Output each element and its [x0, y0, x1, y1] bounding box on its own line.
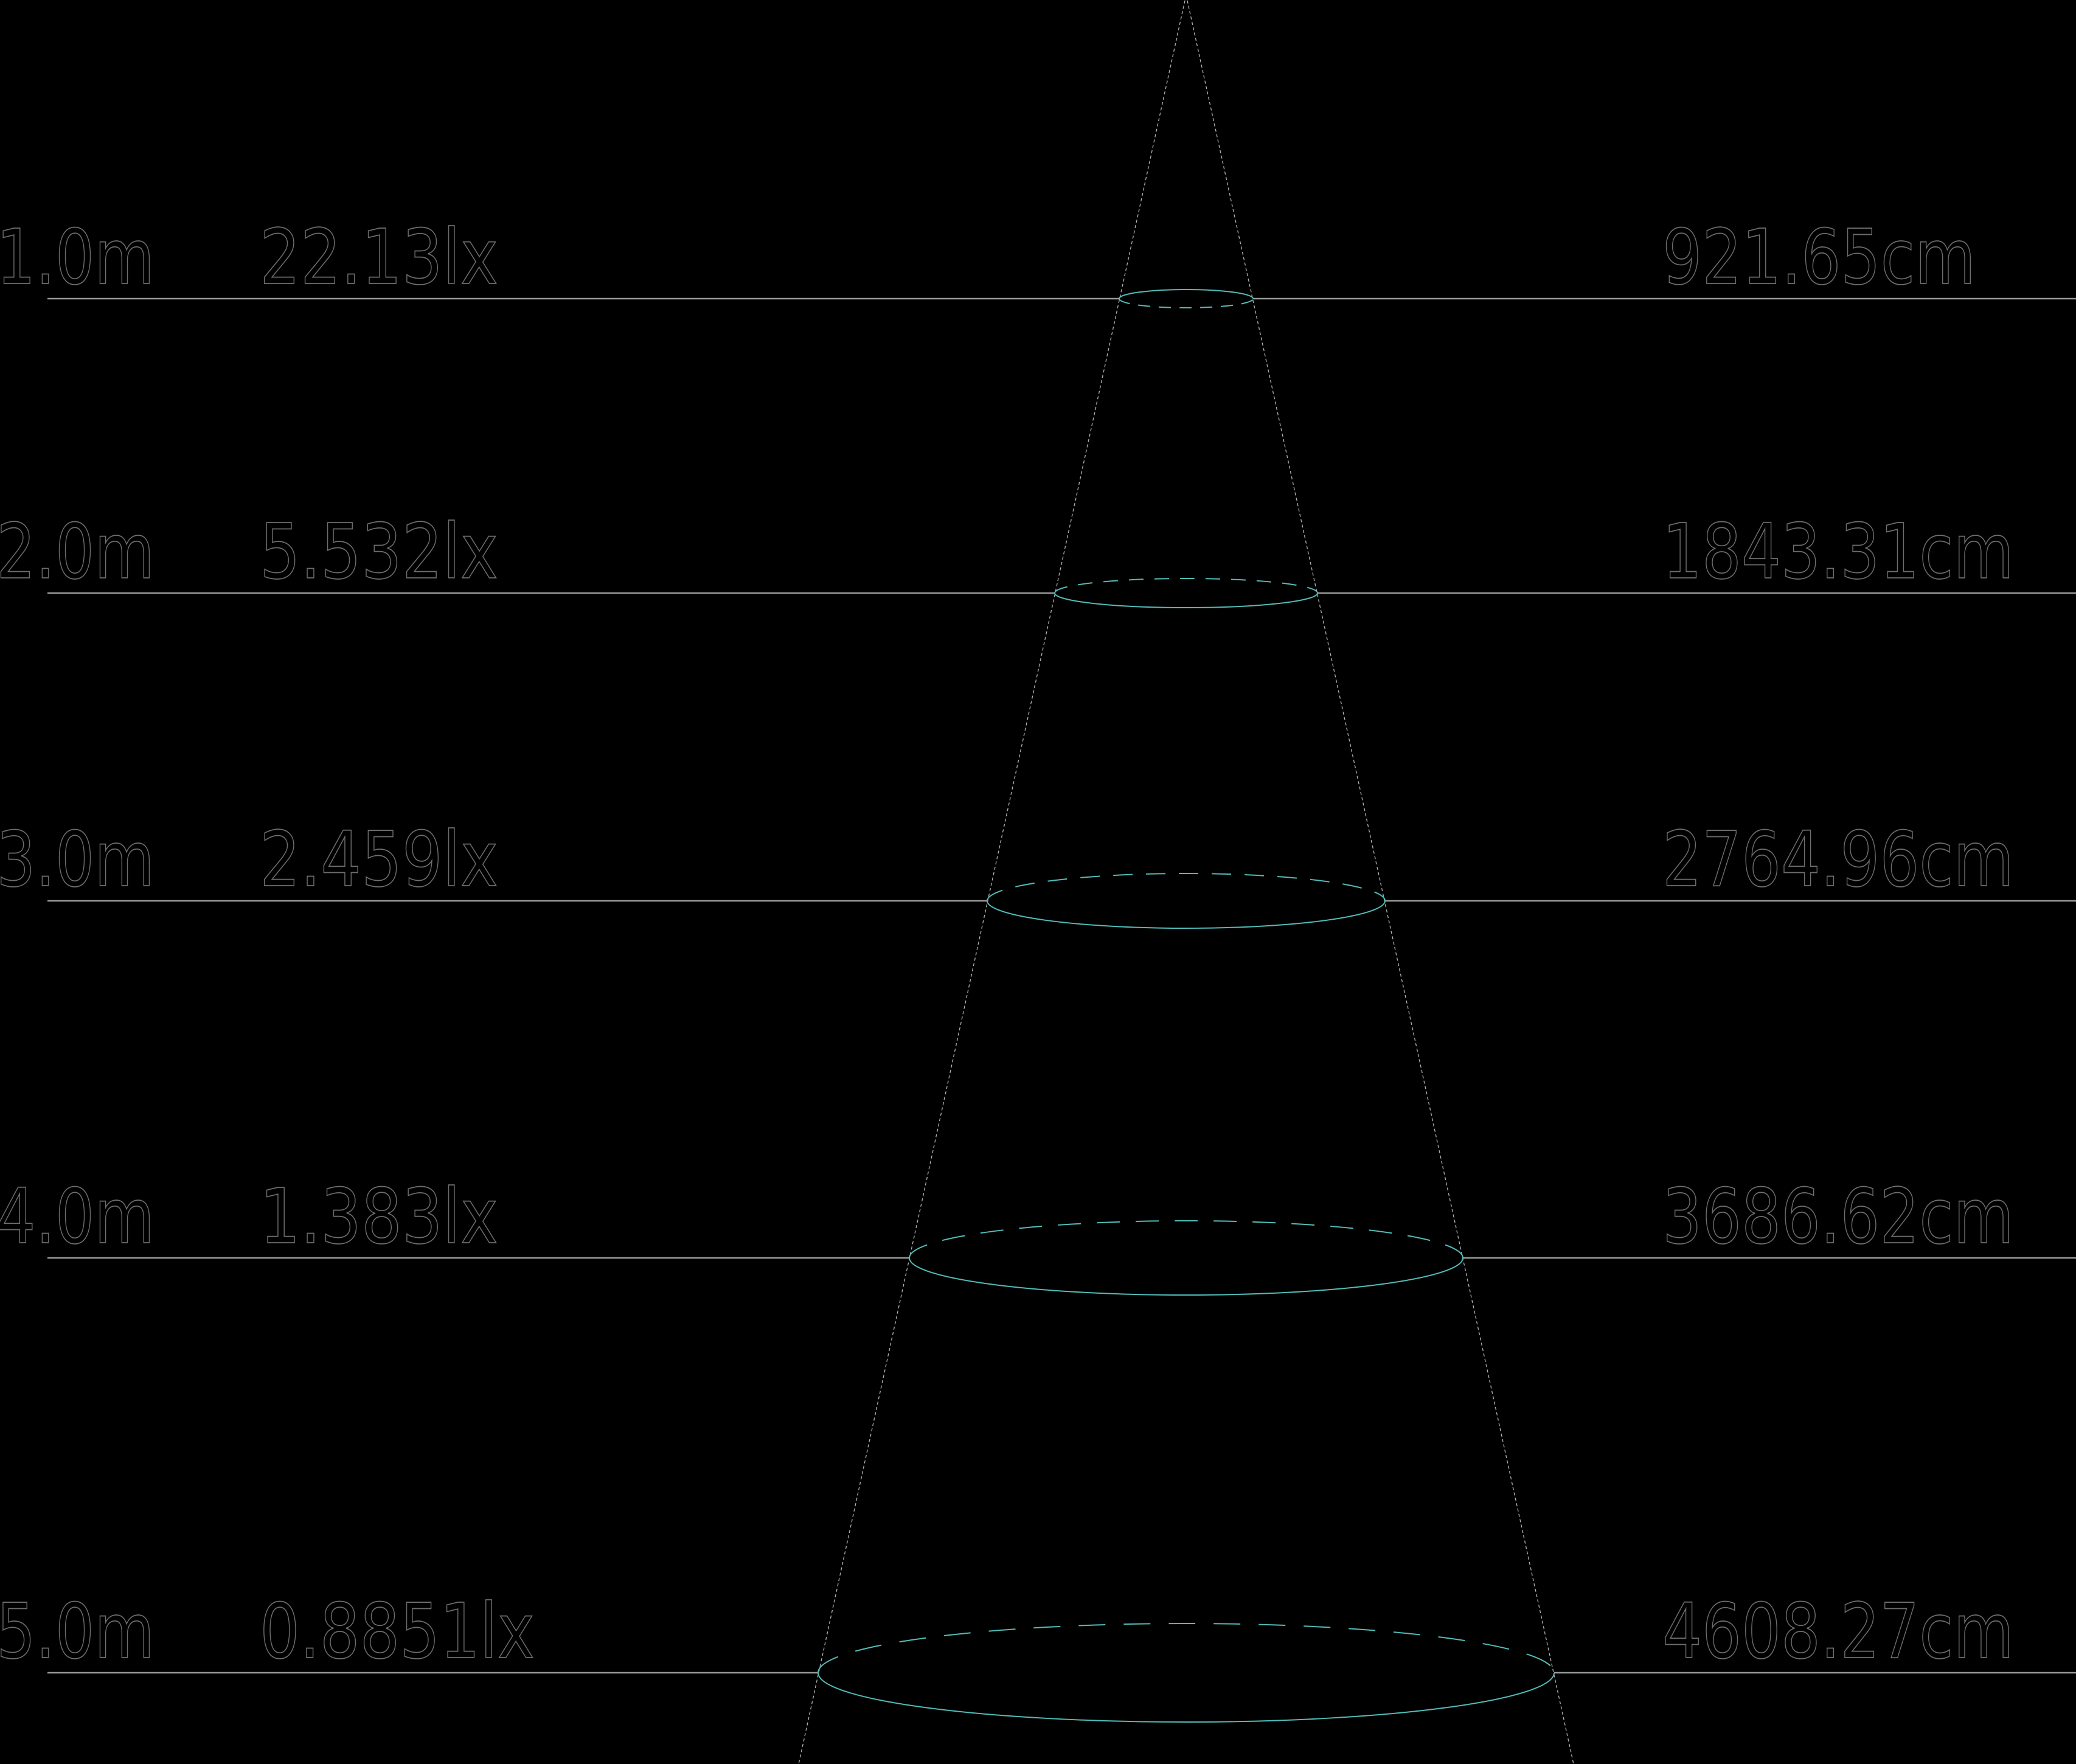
illuminance-label: 22.13lx [260, 214, 498, 302]
row-3m-labels: 3.0m 2.459lx 2764.96cm [0, 815, 2015, 905]
beam-ellipse-2m-back-arc [1054, 578, 1318, 594]
illuminance-label: 1.383lx [260, 1173, 498, 1261]
row-4m-labels: 4.0m 1.383lx 3686.62cm [0, 1172, 2015, 1262]
beam-ellipse-4m-back-arc [909, 1220, 1463, 1259]
distance-label: 3.0m [0, 816, 154, 904]
illuminance-label: 0.8851lx [260, 1588, 535, 1676]
distance-label: 2.0m [0, 508, 154, 596]
beam-cone-edge-right [1187, 0, 1574, 1764]
diameter-label: 2764.96cm [1662, 816, 2014, 904]
row-2m-labels: 2.0m 5.532lx 1843.31cm [0, 507, 2015, 597]
diameter-label: 921.65cm [1662, 214, 1976, 302]
row-5m-labels: 5.0m 0.8851lx 4608.27cm [0, 1587, 2015, 1676]
beam-cone [798, 0, 1574, 1764]
diameter-label: 3686.62cm [1662, 1173, 2014, 1261]
illuminance-label: 2.459lx [260, 816, 498, 904]
distance-label: 5.0m [0, 1588, 154, 1676]
beam-ellipse-1m-bottom-arc [1119, 298, 1254, 308]
beam-ellipse-2m-front-arc [1054, 592, 1318, 608]
diameter-label: 1843.31cm [1662, 508, 2014, 596]
measurement-lines [47, 297, 2076, 1674]
beam-cone-edge-left [798, 0, 1186, 1764]
diameter-label: 4608.27cm [1662, 1588, 2014, 1676]
beam-ellipse-3m-front-arc [987, 900, 1386, 929]
distance-label: 4.0m [0, 1173, 154, 1261]
row-1m-labels: 1.0m 22.13lx 921.65cm [0, 213, 1976, 302]
distance-label: 1.0m [0, 214, 154, 302]
beam-ellipse-5m-front-arc [818, 1672, 1555, 1723]
illuminance-label: 5.532lx [260, 508, 498, 596]
beam-ellipse-5m-back-arc [818, 1623, 1555, 1673]
beam-ellipse-4m-front-arc [909, 1257, 1463, 1296]
beam-ellipses [818, 289, 1555, 1723]
beam-ellipse-1m-top-arc [1119, 289, 1254, 299]
beam-ellipse-3m-back-arc [987, 873, 1386, 901]
